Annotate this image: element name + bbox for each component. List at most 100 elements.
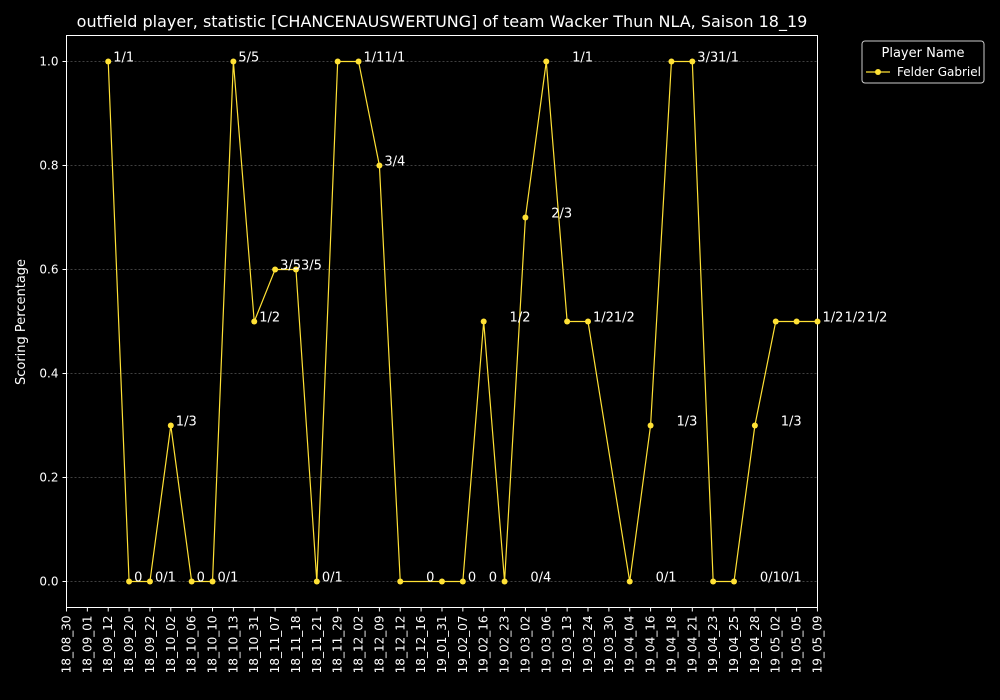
y-axis: 0.0 0.2 0.4 0.6 0.8 1.0 <box>39 55 67 589</box>
data-point-18_09_12 <box>105 58 112 65</box>
data-point-19_03_06 <box>543 58 550 65</box>
data-label-9: 3/5 <box>301 259 322 274</box>
data-label-0: 1/1 <box>113 51 134 66</box>
x-tick-label-18_11_18: 18_11_18 <box>289 616 303 674</box>
data-label-20: 1/1 <box>572 51 593 66</box>
x-tick-label-18_11_21: 18_11_21 <box>310 616 324 674</box>
x-tick-label-18_10_10: 18_10_10 <box>206 616 220 674</box>
x-tick-label-18_11_07: 18_11_07 <box>268 616 282 674</box>
x-tick-label-19_04_18: 19_04_18 <box>664 616 678 674</box>
x-tick-label-18_09_20: 18_09_20 <box>122 616 136 674</box>
y-axis-label: Scoring Percentage <box>14 259 29 385</box>
data-point-19_04_23 <box>710 578 717 585</box>
y-tick-label-0: 0.0 <box>39 575 58 589</box>
data-point-19_04_21 <box>689 58 696 65</box>
y-tick-label-2: 0.4 <box>39 367 58 381</box>
x-tick-label-19_02_23: 19_02_23 <box>498 616 512 674</box>
data-point-19_05_02 <box>772 318 779 325</box>
data-point-19_03_24 <box>585 318 591 325</box>
data-label-4: 0 <box>197 571 205 586</box>
x-tick-label-19_03_24: 19_03_24 <box>581 616 595 674</box>
x-tick-label-19_04_23: 19_04_23 <box>706 616 720 674</box>
data-point-18_11_29 <box>334 58 341 65</box>
data-point-18_11_07 <box>272 266 279 273</box>
data-point-18_09_22 <box>146 578 153 585</box>
x-tick-label-19_04_28: 19_04_28 <box>748 616 762 674</box>
data-label-15: 0 <box>468 571 476 586</box>
data-label-27: 0/1 <box>760 571 781 586</box>
data-point-18_09_20 <box>126 578 133 585</box>
data-label-18: 0/4 <box>530 571 551 586</box>
data-point-18_10_10 <box>209 578 216 585</box>
data-point-18_10_31 <box>251 318 258 325</box>
data-point-19_04_18 <box>668 58 675 65</box>
data-label-32: 1/2 <box>866 311 887 326</box>
data-label-28: 0/1 <box>781 571 802 586</box>
data-point-19_03_02 <box>522 214 529 221</box>
data-label-21: 1/2 <box>593 311 614 326</box>
x-tick-label-19_01_31: 19_01_31 <box>435 616 449 674</box>
data-label-12: 1/1 <box>384 51 405 66</box>
legend-title: Player Name <box>882 46 965 61</box>
data-point-18_12_02 <box>355 58 362 65</box>
data-point-19_05_09 <box>814 318 821 325</box>
data-point-18_10_13 <box>230 58 237 65</box>
data-labels: 1/10 0/11/30 0/15/51/23/5 3/50/11/1 1/13/40 0… <box>113 51 887 586</box>
y-tick-label-1: 0.2 <box>39 471 58 485</box>
data-label-7: 1/2 <box>259 311 280 326</box>
data-label-26: 1/1 <box>718 51 739 66</box>
data-point-19_03_13 <box>564 318 571 325</box>
x-tick-label-19_04_25: 19_04_25 <box>727 616 741 674</box>
x-tick-label-19_05_02: 19_05_02 <box>769 616 783 674</box>
x-tick-label-19_03_30: 19_03_30 <box>602 616 616 674</box>
legend-box <box>861 40 985 84</box>
data-point-19_05_05 <box>793 318 800 325</box>
data-point-19_04_16 <box>647 422 654 429</box>
data-label-10: 0/1 <box>322 571 343 586</box>
data-label-19: 2/3 <box>551 207 572 222</box>
x-tick-label-19_04_21: 19_04_21 <box>685 616 699 674</box>
x-tick-label-19_02_16: 19_02_16 <box>477 616 491 674</box>
x-tick-label-18_10_13: 18_10_13 <box>226 616 240 674</box>
data-label-16: 0 <box>489 571 497 586</box>
data-label-11: 1/1 <box>364 51 385 66</box>
x-tick-label-19_03_02: 19_03_02 <box>518 616 532 674</box>
y-tick-label-4: 0.8 <box>39 159 58 173</box>
data-point-18_11_18 <box>292 266 299 273</box>
x-tick-label-19_03_13: 19_03_13 <box>560 616 574 674</box>
data-label-23: 0/1 <box>656 571 677 586</box>
y-tick-label-3: 0.6 <box>39 263 58 277</box>
x-tick-label-18_12_12: 18_12_12 <box>393 616 407 674</box>
chart-title: outfield player, statistic [CHANCENAUSWE… <box>77 12 808 32</box>
legend: Player Name Felder Gabriel <box>861 40 985 84</box>
x-tick-label-18_12_09: 18_12_09 <box>372 616 386 674</box>
data-label-2: 0/1 <box>155 571 176 586</box>
data-point-19_04_04 <box>626 578 633 585</box>
data-point-18_11_21 <box>313 578 320 585</box>
x-tick-label-19_05_09: 19_05_09 <box>810 616 824 674</box>
x-tick-label-18_10_02: 18_10_02 <box>164 616 178 674</box>
data-label-25: 3/3 <box>697 51 718 66</box>
data-point-18_12_12 <box>397 578 404 585</box>
data-point-19_02_23 <box>501 578 508 585</box>
data-label-13: 3/4 <box>384 155 405 170</box>
data-label-22: 1/2 <box>614 311 635 326</box>
legend-entry-felder-gabriel: Felder Gabriel <box>897 65 981 79</box>
x-tick-label-19_02_07: 19_02_07 <box>456 616 470 674</box>
x-tick-label-18_09_01: 18_09_01 <box>80 616 94 674</box>
x-tick-label-18_10_31: 18_10_31 <box>247 616 261 674</box>
legend-marker <box>875 69 881 75</box>
data-label-30: 1/2 <box>822 311 843 326</box>
x-axis: 18_08_30 18_09_01 18_09_12 18_09_20 18_09_22… <box>60 607 824 674</box>
data-point-18_10_02 <box>167 422 174 429</box>
data-point-19_01_31 <box>438 578 445 585</box>
x-tick-label-18_12_02: 18_12_02 <box>352 616 366 674</box>
data-point-19_04_25 <box>731 578 738 585</box>
x-tick-label-18_10_06: 18_10_06 <box>185 616 199 674</box>
x-tick-label-18_11_29: 18_11_29 <box>331 616 345 674</box>
x-tick-label-19_04_04: 19_04_04 <box>623 616 637 674</box>
data-point-19_04_28 <box>751 422 758 429</box>
data-label-24: 1/3 <box>676 415 697 430</box>
data-label-17: 1/2 <box>510 311 531 326</box>
